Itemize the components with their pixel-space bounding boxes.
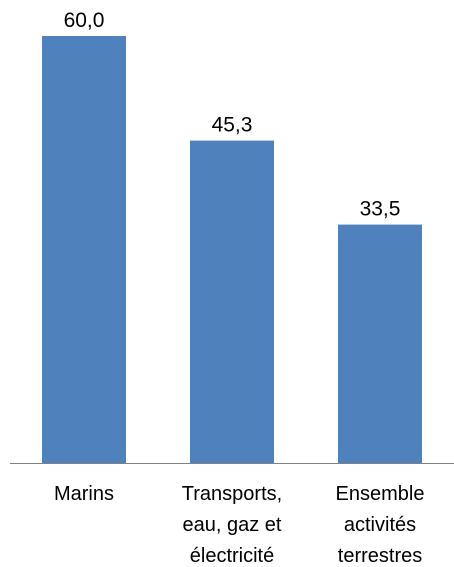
x-tick-label-0: Marins <box>54 483 114 505</box>
bar-1 <box>190 140 274 464</box>
data-labels-group: 60,0 45,3 33,5 <box>64 9 401 221</box>
data-label-0: 60,0 <box>64 9 105 32</box>
x-tick-label-1: Transports, eau, gaz et électricité <box>182 483 282 567</box>
bars-group <box>42 36 422 464</box>
bar-0 <box>42 36 126 463</box>
x-tick-labels-group: Marins Transports, eau, gaz et électricité E… <box>54 483 424 567</box>
data-label-2: 33,5 <box>360 198 401 221</box>
x-tick-label-2: Ensemble activités terrestres <box>336 483 425 567</box>
data-label-1: 45,3 <box>212 114 253 137</box>
bar-2 <box>338 224 422 463</box>
